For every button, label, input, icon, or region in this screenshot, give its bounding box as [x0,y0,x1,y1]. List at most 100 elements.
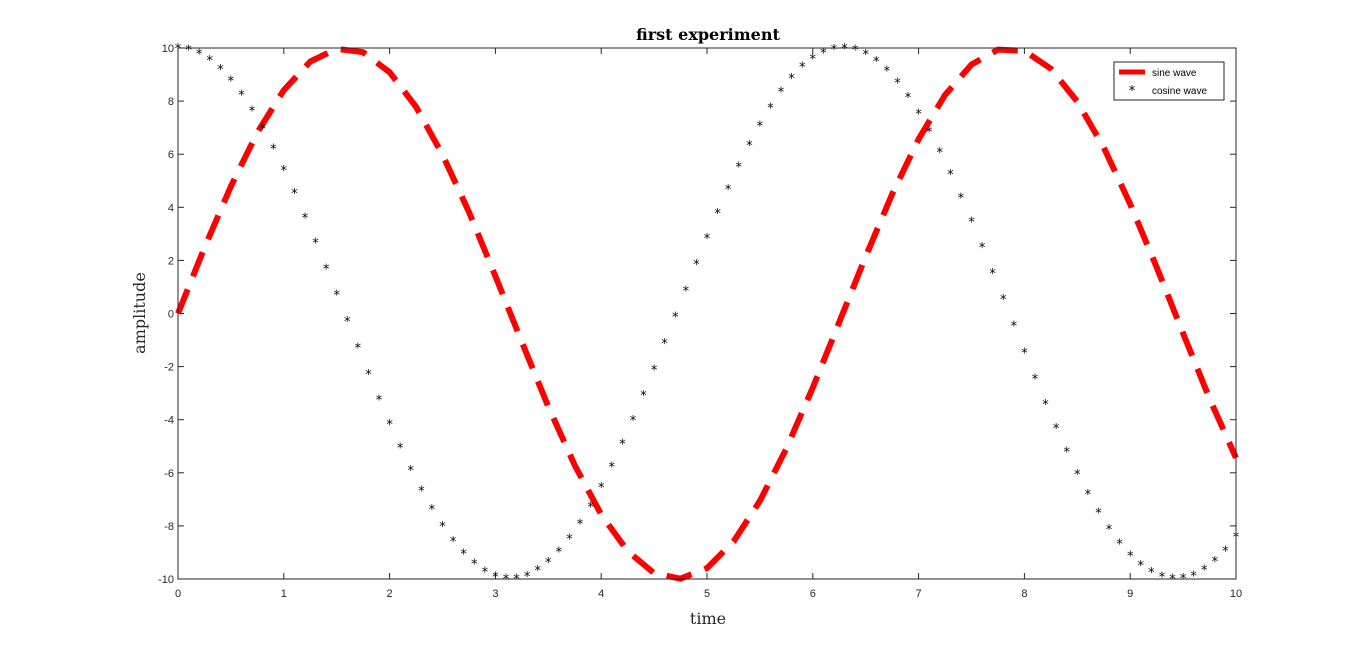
series-cosine-wave-point: * [1053,422,1060,437]
series-cosine-wave-point: * [1074,468,1081,483]
series-cosine-wave-point: * [757,119,764,134]
series-cosine-wave-point: * [259,122,266,137]
series-cosine-wave-point: * [915,107,922,122]
series-cosine-wave-point: * [333,289,340,304]
y-tick-label: -10 [158,574,174,586]
series-cosine-wave-point: * [355,342,362,357]
series-cosine-wave-point: * [619,438,626,453]
series-cosine-wave-point: * [217,63,224,78]
series-cosine-wave-point: * [651,364,658,379]
series-cosine-wave-point: * [471,558,478,573]
y-axis-label: amplitude [130,272,149,354]
x-tick-label: 8 [1021,588,1027,600]
legend-cosine-marker: * [1129,84,1136,99]
y-tick-label: -6 [164,468,174,480]
legend-box [1113,61,1225,101]
series-cosine-wave-point: * [228,74,235,89]
series-cosine-wave-point: * [714,207,721,222]
series-cosine-wave-point: * [926,126,933,141]
series-cosine-wave-point: * [725,183,732,198]
series-cosine-wave-point: * [323,262,330,277]
series-cosine-wave-point: * [873,55,880,70]
series-cosine-wave-point: * [408,464,415,479]
x-tick-label: 9 [1127,588,1133,600]
series-cosine-wave-point: * [439,520,446,535]
legend-cosine-label: cosine wave [1152,86,1207,97]
series-cosine-wave-point: * [302,211,309,226]
series-cosine-wave-point: * [937,146,944,161]
series-cosine-wave-point: * [820,47,827,62]
series-cosine-wave-point: * [185,43,192,58]
series-cosine-wave-point: * [1169,573,1176,588]
series-cosine-wave-point: * [513,572,520,587]
series-cosine-wave-point: * [1011,320,1018,335]
series-cosine-wave-point: * [788,72,795,87]
x-tick-label: 5 [704,588,710,600]
series-cosine-wave-point: * [1032,372,1039,387]
series-sine-wave-line [175,45,1239,582]
y-tick-label: 6 [168,149,174,161]
series-cosine-wave-point: * [862,48,869,63]
series-cosine-wave-point: * [312,237,319,252]
series-cosine-wave-point: * [598,481,605,496]
series-cosine-wave-point: * [270,142,277,157]
x-axis-label: time [690,609,726,628]
y-tick-label: -2 [164,362,174,374]
series-cosine-wave-point: * [1212,555,1219,570]
series-cosine-wave-point: * [503,573,510,588]
y-axis-ticks: -10 -8 -6 -4 -2 0 2 4 6 8 10 [158,43,1236,586]
chart-title: first experiment [636,25,780,44]
y-tick-label: -8 [164,521,174,533]
x-tick-label: 7 [916,588,922,600]
series-cosine-wave-point: * [968,215,975,230]
series-cosine-wave-point: * [524,570,531,585]
series-cosine-wave-point: * [1127,549,1134,564]
series-cosine-wave-point: * [365,368,372,383]
series-cosine-wave-point: * [291,187,298,202]
series-cosine-wave-point: * [1138,559,1145,574]
series-cosine-wave-point: * [397,442,404,457]
series-cosine-wave-point: * [1000,293,1007,308]
series-cosine-wave-point: * [1021,346,1028,361]
series-cosine-wave-point: * [735,160,742,175]
series-cosine-wave-point: * [1106,523,1113,538]
series-cosine-wave-point: * [566,533,573,548]
series-cosine-wave-point: * [693,258,700,273]
series-cosine-wave-point: * [799,61,806,76]
x-axis-ticks: 0 1 2 3 4 5 6 7 8 9 10 [175,48,1242,600]
series-cosine-wave-point: * [482,565,489,580]
legend-sine-label: sine wave [1152,68,1197,79]
y-tick-label: 4 [168,202,174,214]
series-cosine-wave-point: * [492,570,499,585]
series-cosine-wave-point: * [884,65,891,80]
series-cosine-wave-point: * [640,389,647,404]
x-tick-label: 0 [175,588,181,600]
y-tick-label: 2 [168,255,174,267]
series-cosine-wave-point: * [1116,537,1123,552]
series-cosine-wave-point: * [418,485,425,500]
series-cosine-wave-point: * [1190,569,1197,584]
series-cosine-wave-point: * [778,86,785,101]
series-cosine-wave-point: * [841,42,848,57]
series-cosine-wave-point: * [1085,488,1092,503]
legend[interactable]: sine wave * cosine wave [1113,61,1225,101]
series-cosine-wave-point: * [905,91,912,106]
series-cosine-wave-point: * [958,191,965,206]
series-cosine-wave-point: * [767,101,774,116]
series-cosine-wave-point: * [196,47,203,62]
y-tick-label: 8 [168,96,174,108]
series-cosine-wave-point: * [1042,398,1049,413]
series-cosine-wave-point: * [831,43,838,58]
x-tick-label: 3 [492,588,498,600]
series-cosine-wave-point: * [450,535,457,550]
series-cosine-wave-point: * [1180,572,1187,587]
series-cosine-wave-point: * [556,546,563,561]
series-cosine-wave-point: * [1201,564,1208,579]
series-cosine-wave-point: * [1095,507,1102,522]
series-cosine-wave-point: * [672,311,679,326]
series-cosine-wave-point: * [344,315,351,330]
series-cosine-wave-point: * [460,548,467,563]
series-cosine-wave-point: * [683,284,690,299]
x-tick-label: 6 [810,588,816,600]
